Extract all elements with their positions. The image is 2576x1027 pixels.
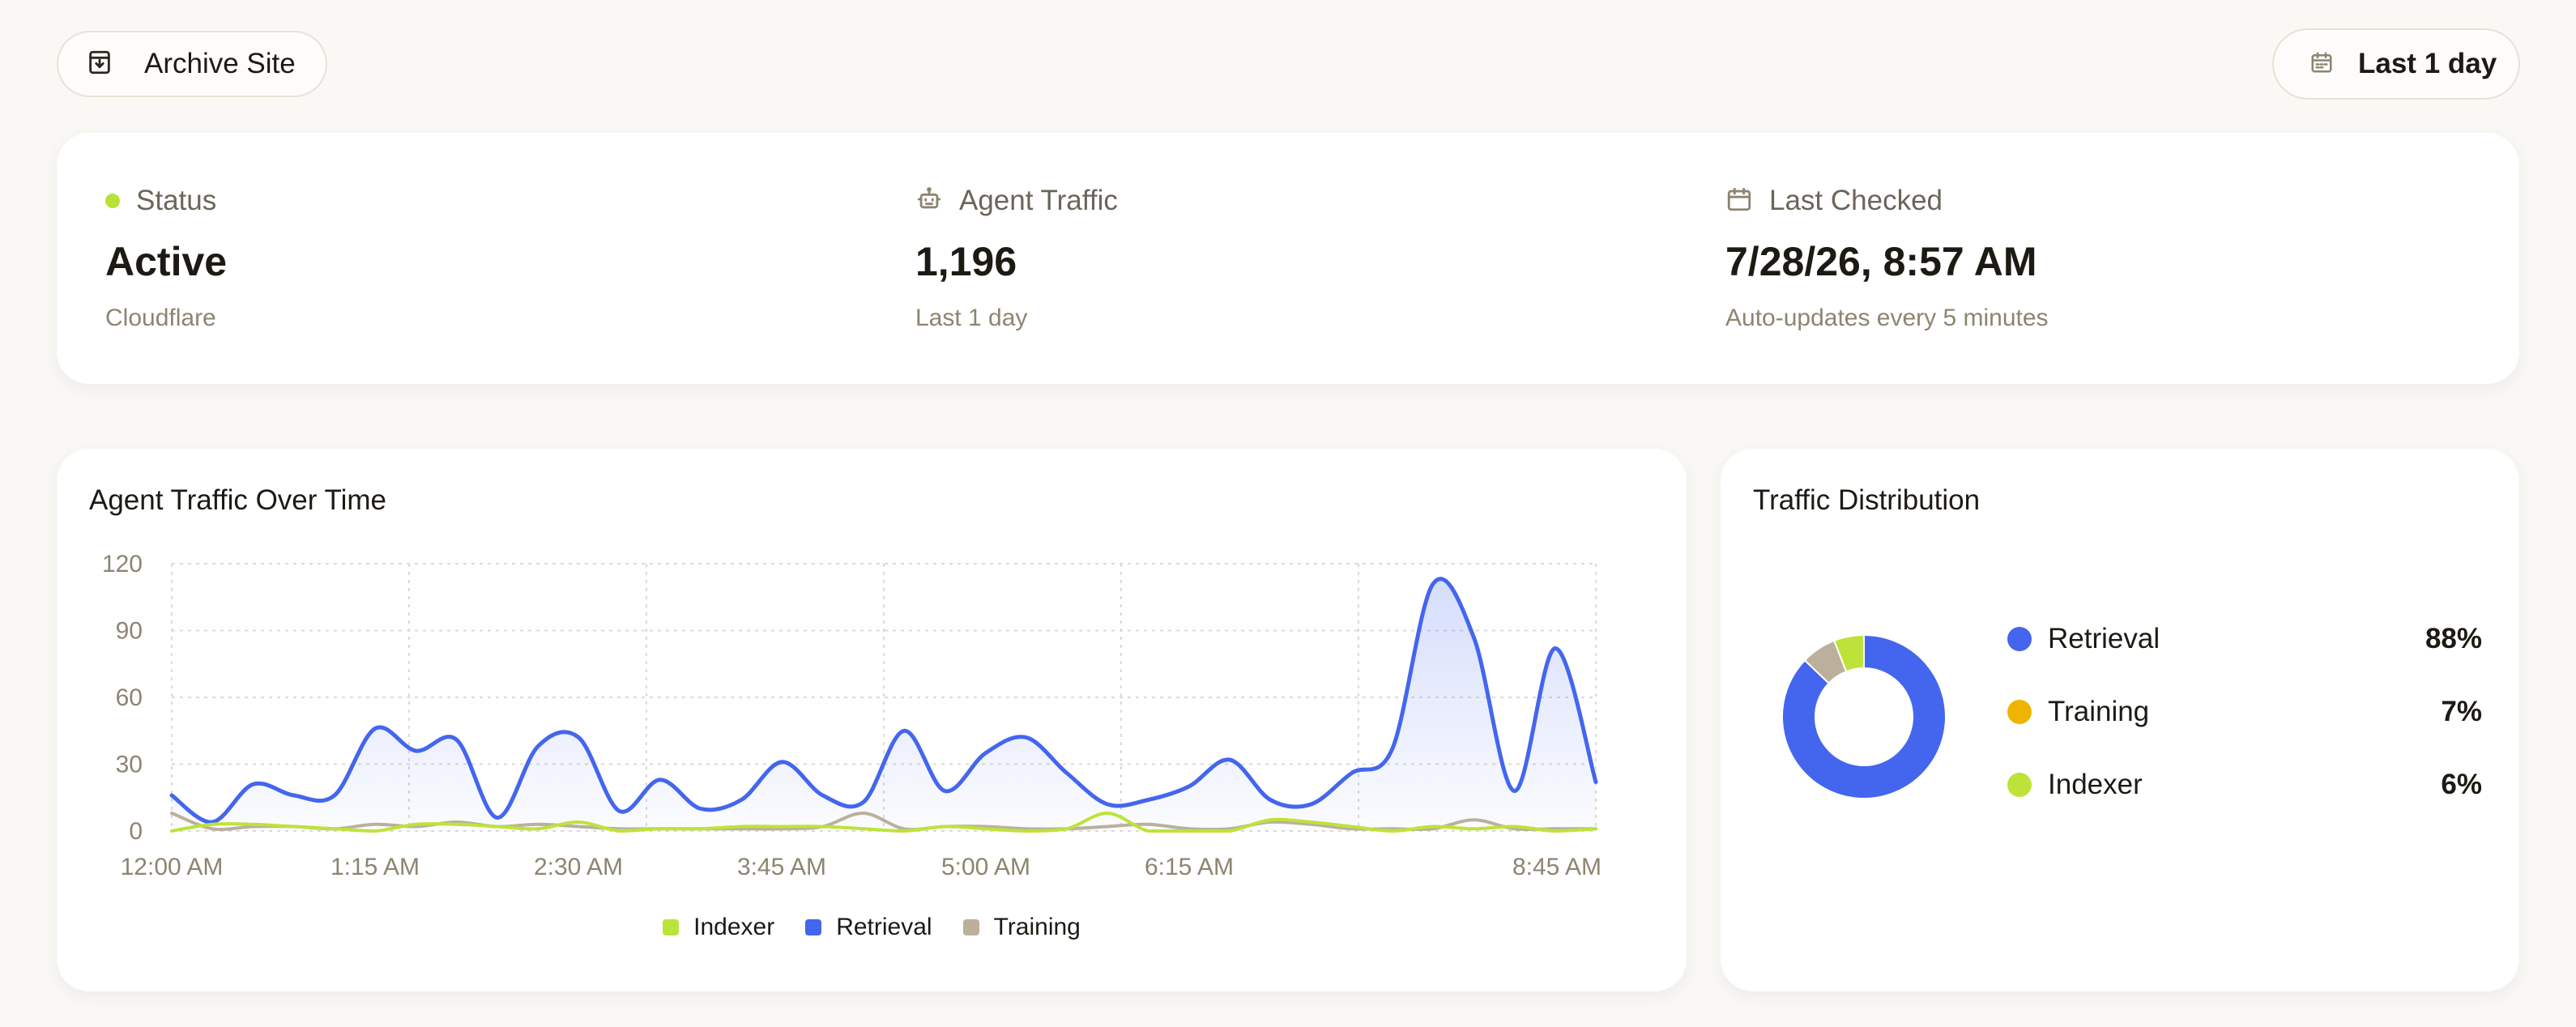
agent-traffic-period: Last 1 day [915, 305, 1028, 331]
status-label: Status [136, 185, 217, 216]
status-dot-icon [105, 194, 120, 208]
x-tick-label: 5:00 AM [941, 854, 1030, 880]
last-checked-label: Last Checked [1769, 185, 1943, 216]
legend-label-training: Training [993, 914, 1081, 940]
series-line-training[interactable] [170, 811, 1597, 832]
series-line-retrieval[interactable] [169, 577, 1598, 825]
legend-item-indexer[interactable]: Indexer [663, 914, 774, 941]
legend-label-indexer: Indexer [693, 914, 775, 940]
retrieval-dot-icon [2007, 627, 2032, 651]
distribution-percent: 6% [2441, 769, 2482, 800]
y-tick-label: 90 [116, 618, 143, 645]
indexer-swatch-icon [663, 919, 680, 935]
date-range-label: Last 1 day [2358, 48, 2497, 79]
x-tick-label: 1:15 AM [331, 854, 420, 880]
donut-slice-indexer[interactable] [1832, 633, 1865, 673]
training-dot-icon [2007, 700, 2032, 724]
archive-site-button[interactable]: Archive Site [57, 31, 327, 97]
donut-slice-retrieval[interactable] [1781, 633, 1947, 799]
last-checked-value: 7/28/26, 8:57 AM [1725, 239, 2037, 284]
agent-traffic-label: Agent Traffic [959, 185, 1118, 216]
agent-traffic-value: 1,196 [915, 239, 1017, 284]
legend-item-retrieval[interactable]: Retrieval [805, 914, 932, 941]
chart-legend: Indexer Retrieval Training [57, 914, 1687, 941]
legend-item-training[interactable]: Training [962, 914, 1081, 941]
calendar-icon [1725, 185, 1753, 217]
traffic-line-chart: 0 30 60 90 120 12:00 AM 1:15 AM 2:30 AM 3:45 AM… [102, 551, 1601, 880]
x-tick-label: 8:45 AM [1512, 854, 1601, 880]
site-stats-card: Status Active Cloudflare Agent Traffic 1 [57, 133, 2519, 384]
series-line-indexer[interactable] [170, 811, 1597, 833]
agent-traffic-chart-card: Agent Traffic Over Time 0 30 60 90 120 12:00… [57, 449, 1687, 991]
distribution-row-retrieval: Retrieval 88% [2007, 619, 2482, 659]
series-area-retrieval [172, 578, 1596, 831]
distribution-percent: 88% [2425, 623, 2482, 654]
status-provider: Cloudflare [105, 305, 216, 331]
x-tick-label: 6:15 AM [1145, 854, 1234, 880]
traffic-distribution-card: Traffic Distribution Retrieval 88% Train… [1721, 449, 2519, 991]
distribution-name: Training [2048, 696, 2150, 727]
distribution-row-indexer: Indexer 6% [2007, 765, 2482, 805]
x-tick-label: 12:00 AM [121, 854, 224, 880]
auto-update-note: Auto-updates every 5 minutes [1725, 305, 2049, 331]
archive-site-label: Archive Site [144, 48, 296, 79]
robot-icon [915, 185, 943, 217]
distribution-name: Retrieval [2048, 623, 2160, 654]
legend-label-retrieval: Retrieval [836, 914, 932, 940]
y-tick-label: 0 [129, 818, 143, 845]
distribution-percent: 7% [2441, 696, 2482, 727]
distribution-donut-chart [1781, 633, 1947, 799]
x-tick-label: 3:45 AM [737, 854, 826, 880]
date-range-button[interactable]: Last 1 day [2272, 28, 2520, 100]
chart-title: Agent Traffic Over Time [89, 484, 386, 516]
retrieval-swatch-icon [805, 919, 822, 935]
x-tick-label: 2:30 AM [534, 854, 623, 880]
archive-box-icon [86, 49, 113, 80]
y-tick-label: 30 [116, 752, 143, 778]
distribution-title: Traffic Distribution [1753, 484, 1981, 516]
calendar-icon [2309, 50, 2334, 79]
training-swatch-icon [962, 919, 979, 935]
status-value: Active [105, 239, 228, 284]
y-tick-label: 120 [102, 551, 143, 577]
distribution-row-training: Training 7% [2007, 692, 2482, 732]
distribution-name: Indexer [2048, 769, 2143, 800]
y-tick-label: 60 [116, 684, 143, 711]
indexer-dot-icon [2007, 773, 2032, 797]
